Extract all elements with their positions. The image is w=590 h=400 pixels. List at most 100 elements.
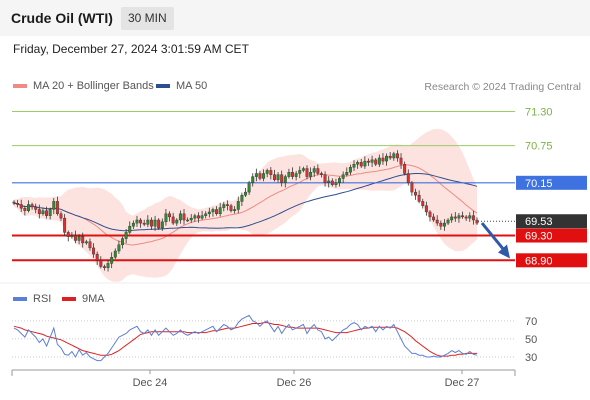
candle-body	[200, 215, 204, 219]
candle-body	[95, 253, 99, 261]
level-tag-bg-68-90	[516, 253, 587, 268]
candles-group	[12, 150, 479, 272]
candle-body	[424, 205, 428, 213]
candle-body	[461, 215, 464, 218]
candle-body	[146, 219, 150, 225]
candle-body	[110, 257, 114, 264]
candle-body	[341, 174, 345, 179]
candle-body	[432, 216, 436, 221]
candle-body	[70, 235, 74, 237]
candle-body	[19, 204, 23, 209]
candle-body	[23, 208, 27, 211]
candle-body	[34, 206, 38, 210]
candle-body	[475, 219, 479, 224]
candle-body	[450, 216, 454, 221]
candle-body	[182, 213, 186, 221]
candle-body	[48, 209, 52, 216]
candle-body	[309, 172, 313, 177]
candle-body	[334, 182, 338, 185]
candle-body	[312, 168, 316, 173]
rsi-line	[13, 314, 478, 362]
candle-body	[439, 222, 443, 227]
candle-body	[330, 180, 334, 185]
candle-body	[403, 163, 407, 174]
candle-body	[88, 241, 92, 249]
candle-body	[305, 168, 309, 177]
candle-body	[84, 241, 88, 244]
candle-body	[457, 215, 461, 219]
x-tick-label-2: Dec 27	[445, 377, 480, 389]
level-tag-bg-70-15	[516, 175, 587, 190]
copyright-notice: Research © 2024 Trading Central	[424, 81, 581, 93]
ma20-line	[13, 164, 478, 246]
candle-body	[240, 194, 244, 202]
candle-body	[435, 219, 439, 224]
candle-body	[175, 219, 179, 224]
candle-body	[149, 219, 153, 227]
candle-body	[81, 236, 85, 244]
candle-body	[41, 210, 45, 214]
candle-body	[37, 209, 41, 215]
candle-body	[471, 215, 475, 221]
candle-body	[178, 213, 182, 221]
candle-body	[12, 201, 16, 204]
candle-body	[319, 173, 323, 175]
candle-body	[207, 211, 211, 215]
candle-body	[55, 201, 59, 214]
candle-body	[258, 173, 262, 179]
candle-body	[66, 232, 70, 237]
level-tag-69-30: 69.30	[525, 231, 553, 243]
candle-body	[406, 173, 410, 184]
ma20-swatch	[13, 84, 27, 88]
candle-body	[446, 219, 450, 224]
rsi-tick-30: 30	[525, 352, 537, 364]
candle-body	[283, 176, 287, 184]
candle-body	[276, 174, 280, 180]
candle-body	[30, 204, 34, 208]
candle-body	[370, 159, 374, 163]
candle-body	[272, 174, 276, 180]
candle-body	[262, 173, 266, 179]
candle-body	[164, 213, 168, 223]
candle-body	[392, 153, 396, 159]
candle-body	[367, 160, 370, 163]
candle-body	[269, 170, 273, 175]
level-tag-70-15: 70.15	[525, 178, 553, 190]
candle-body	[197, 215, 200, 219]
candle-body	[265, 170, 269, 174]
rsi-tick-50: 50	[525, 334, 537, 346]
candle-body	[291, 172, 294, 177]
timeframe-badge[interactable]: 30 MIN	[121, 7, 174, 30]
legend-rsi: RSI	[13, 293, 51, 305]
candle-body	[16, 203, 20, 205]
candle-body	[453, 216, 457, 219]
candle-body	[229, 205, 233, 211]
rsi-9ma-line	[13, 322, 477, 357]
candle-body	[63, 217, 67, 233]
candle-body	[142, 222, 146, 225]
legend-9ma-label: 9MA	[82, 293, 105, 305]
candle-body	[157, 219, 161, 229]
candle-body	[385, 155, 389, 162]
candle-body	[356, 162, 360, 165]
candle-body	[388, 155, 392, 159]
candle-body	[298, 170, 302, 174]
candle-body	[77, 236, 81, 241]
chart-header: Crude Oil (WTI) 30 MIN	[0, 0, 590, 36]
candle-body	[117, 244, 121, 252]
candle-body	[74, 235, 77, 241]
candle-body	[359, 162, 363, 167]
level-tag-71-30: 71.30	[525, 107, 553, 119]
candle-body	[316, 168, 320, 174]
candle-body	[99, 260, 103, 267]
candle-body	[464, 216, 468, 219]
candle-body	[327, 180, 331, 184]
legend-ma50: MA 50	[156, 80, 207, 92]
candle-body	[294, 173, 298, 177]
candle-body	[442, 222, 446, 227]
level-tag-bg-69-53	[516, 214, 587, 229]
candle-body	[186, 219, 190, 222]
rsi-tick-70: 70	[525, 316, 537, 328]
candle-body	[323, 174, 327, 184]
